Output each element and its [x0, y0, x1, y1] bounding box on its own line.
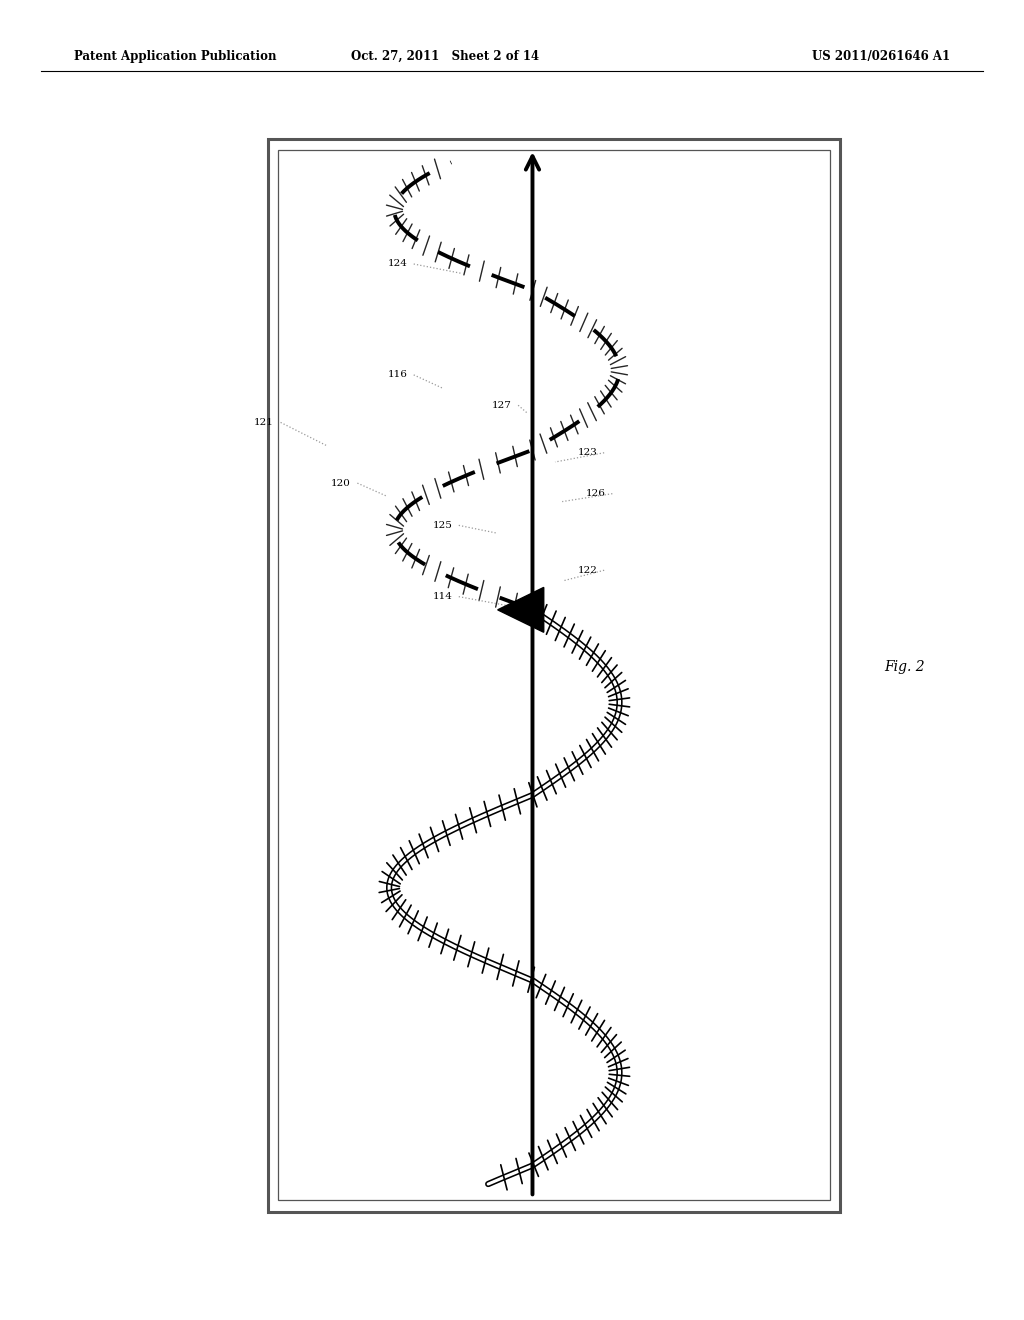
Text: 121: 121: [254, 418, 274, 426]
Text: Fig. 2: Fig. 2: [884, 660, 925, 673]
Text: 127: 127: [492, 401, 512, 409]
Bar: [278, 150, 830, 1200]
Text: 124: 124: [387, 260, 408, 268]
Text: Oct. 27, 2011   Sheet 2 of 14: Oct. 27, 2011 Sheet 2 of 14: [351, 50, 540, 63]
Text: 114: 114: [432, 593, 453, 601]
Text: 123: 123: [578, 449, 598, 457]
Text: 125: 125: [432, 521, 453, 529]
Text: 126: 126: [586, 490, 606, 498]
Text: US 2011/0261646 A1: US 2011/0261646 A1: [812, 50, 950, 63]
Text: Patent Application Publication: Patent Application Publication: [74, 50, 276, 63]
Text: 116: 116: [387, 371, 408, 379]
Text: 120: 120: [331, 479, 351, 487]
Text: 122: 122: [578, 566, 598, 574]
Bar: [268, 139, 840, 1212]
Polygon shape: [498, 587, 544, 632]
